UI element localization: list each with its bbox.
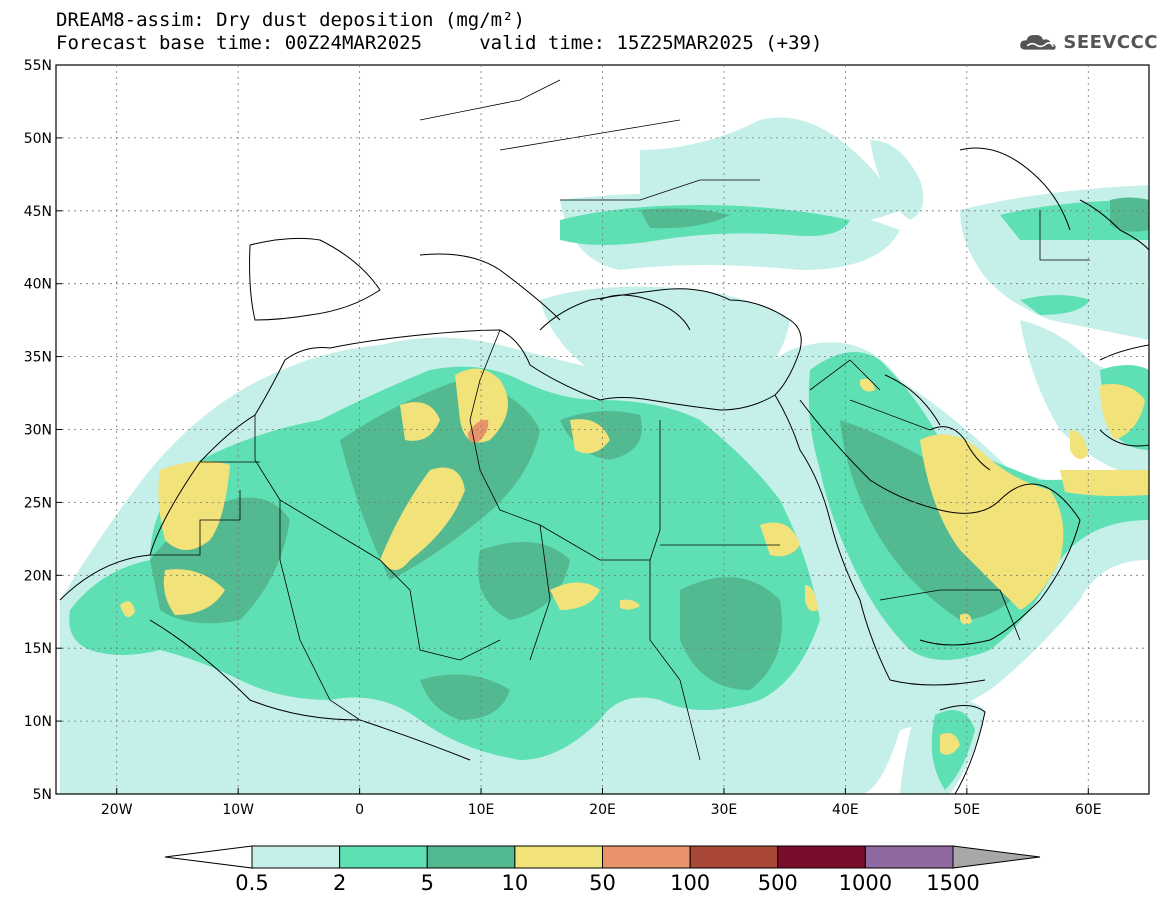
longitude-ticks: 20W 10W 0 10E 20E 30E 40E 50E 60E bbox=[101, 65, 1102, 818]
lon-tick-label: 10W bbox=[222, 802, 254, 818]
lat-tick-label: 35N bbox=[24, 350, 52, 366]
lon-tick-label: 40E bbox=[832, 802, 859, 818]
lon-tick-label: 60E bbox=[1075, 802, 1102, 818]
colorbar-swatch bbox=[602, 845, 691, 869]
colorbar-label: 500 bbox=[758, 871, 798, 895]
lat-tick-label: 50N bbox=[24, 131, 52, 147]
colorbar-label: 10 bbox=[502, 871, 529, 895]
lat-tick-label: 45N bbox=[24, 204, 52, 220]
colorbar-swatch bbox=[777, 845, 866, 869]
colorbar-label: 0.5 bbox=[235, 871, 268, 895]
colorbar-swatch bbox=[426, 845, 516, 869]
colorbar-label: 5 bbox=[421, 871, 434, 895]
lon-tick-label: 20W bbox=[101, 802, 133, 818]
colorbar-label: 1000 bbox=[839, 871, 892, 895]
lat-tick-label: 10N bbox=[24, 714, 52, 730]
lon-tick-label: 10E bbox=[468, 802, 495, 818]
lon-tick-label: 50E bbox=[953, 802, 980, 818]
map-subtitle: Forecast base time: 00Z24MAR2025 valid t… bbox=[56, 32, 823, 54]
lat-tick-label: 15N bbox=[24, 641, 52, 657]
colorbar-label: 50 bbox=[589, 871, 616, 895]
lat-tick-label: 40N bbox=[24, 277, 52, 293]
country-borders bbox=[150, 79, 1090, 761]
colorbar-label: 2 bbox=[333, 871, 346, 895]
colorbar-swatch bbox=[514, 845, 603, 869]
colorbar-under-triangle bbox=[164, 845, 253, 869]
colorbar: 0.5 2 5 10 50 100 500 1000 1500 bbox=[164, 845, 1041, 895]
colorbar-over-triangle bbox=[952, 845, 1041, 869]
map-title: DREAM8-assim: Dry dust deposition (mg/m²… bbox=[56, 9, 525, 31]
colorbar-label: 1500 bbox=[926, 871, 979, 895]
lat-tick-label: 5N bbox=[33, 787, 52, 803]
lat-tick-label: 25N bbox=[24, 495, 52, 511]
coastlines bbox=[59, 147, 1149, 794]
logo-text: SEEVCCC bbox=[1063, 31, 1158, 53]
colorbar-swatch bbox=[864, 845, 954, 869]
deposition-10-50-areas bbox=[120, 368, 1149, 755]
seevccc-logo: SEEVCCC bbox=[1018, 26, 1158, 58]
cloud-icon bbox=[1020, 35, 1056, 50]
lon-tick-label: 30E bbox=[711, 802, 738, 818]
colorbar-swatch bbox=[689, 845, 779, 869]
colorbar-swatch bbox=[251, 845, 341, 869]
lat-tick-label: 55N bbox=[24, 58, 52, 74]
colorbar-swatch bbox=[339, 845, 428, 869]
lon-tick-label: 20E bbox=[589, 802, 616, 818]
lat-tick-label: 30N bbox=[24, 423, 52, 439]
colorbar-label: 100 bbox=[670, 871, 710, 895]
lon-tick-label: 0 bbox=[355, 802, 364, 818]
lat-tick-label: 20N bbox=[24, 568, 52, 584]
